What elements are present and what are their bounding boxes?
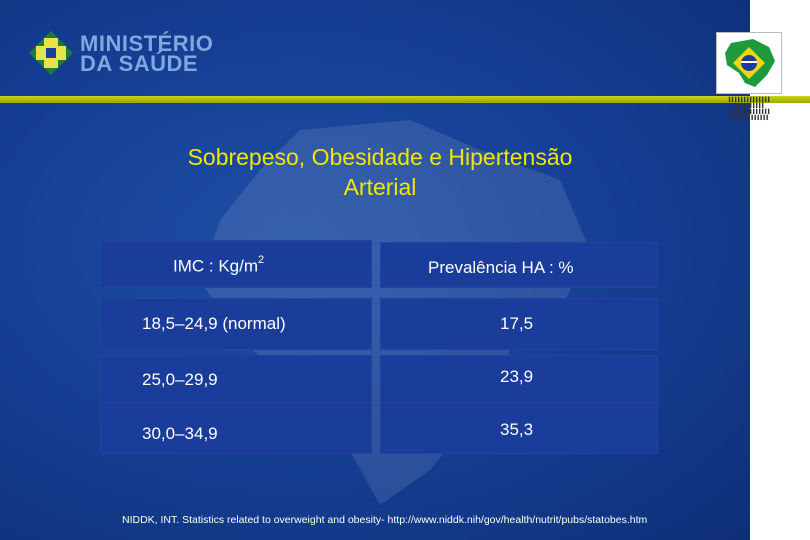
brazil-flag-map-icon (725, 39, 775, 87)
logo-text: MINISTÉRIO DA SAÚDE (80, 31, 214, 76)
table-row-imc: 25,0–29,9 (100, 355, 372, 407)
health-cross-icon (29, 31, 73, 75)
header-imc: IMC : Kg/m2 (100, 240, 372, 288)
flag-caption-graphic: ▌▌▌▌▌▌▌▌▌▌▌▌▌▌ ▌▌▌▌▌▌▌▌▌▌ ▌▌▌▌▌▌▌▌▌▌▌▌▌▌ ▌▌… (728, 98, 772, 121)
header-imc-superscript: 2 (258, 254, 265, 266)
logo-line-2: DA SAÚDE (80, 51, 199, 76)
table-row-prevalence: 35,3 (380, 402, 658, 454)
brazil-flag-badge (716, 32, 782, 94)
header-imc-label: IMC : Kg/m2 (173, 254, 265, 277)
imc-value: 30,0–34,9 (142, 424, 218, 443)
header-prevalence: Prevalência HA : % (380, 242, 658, 288)
source-footnote: NIDDK, INT. Statistics related to overwe… (122, 514, 648, 526)
table-row-imc: 18,5–24,9 (normal) (100, 298, 372, 350)
table-row-imc: 30,0–34,9 (100, 402, 372, 454)
title-line-2: Arterial (343, 174, 417, 200)
ministerio-da-saude-logo: MINISTÉRIO DA SAÚDE (28, 30, 248, 80)
table-row-prevalence: 23,9 (380, 355, 658, 407)
imc-value: 25,0–29,9 (142, 370, 218, 389)
header-prevalence-label: Prevalência HA : % (428, 258, 574, 277)
prevalence-value: 35,3 (500, 420, 534, 439)
prevalence-value: 17,5 (500, 314, 534, 333)
logo-line-1: MINISTÉRIO (80, 31, 214, 56)
header-imc-text: IMC : Kg/m (173, 256, 259, 276)
prevalence-value: 23,9 (500, 367, 534, 386)
title-line-1: Sobrepeso, Obesidade e Hipertensão (187, 144, 573, 170)
imc-value: 18,5–24,9 (normal) (142, 314, 286, 333)
header-rule (0, 96, 810, 103)
slide-title: Sobrepeso, Obesidade e Hipertensão Arter… (90, 142, 670, 202)
table-row-prevalence: 17,5 (380, 298, 658, 350)
